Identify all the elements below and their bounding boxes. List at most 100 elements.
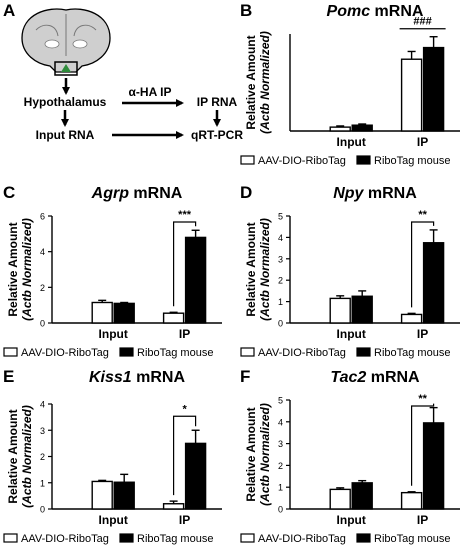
legend-swatch-filled [356, 347, 371, 357]
bar-ip-aav-dio-ribotag [162, 503, 185, 510]
gene-name: Kiss1 [89, 369, 132, 386]
panel-f: F Tac2 mRNA Relative Amount(Actb Normalize… [240, 367, 460, 545]
legend-swatch-filled [119, 347, 134, 357]
y-tick-label: 5 [278, 396, 283, 406]
y-tick-label: 0 [278, 319, 283, 329]
y-axis-label: Relative Amount(Actb Normalized) [244, 31, 272, 134]
legend-swatch-open [240, 347, 255, 357]
panel-e: E Kiss1 mRNA Relative Amount(Actb Normaliz… [3, 367, 222, 545]
x-tick-label: IP [179, 513, 190, 527]
title-suffix: mRNA [129, 185, 183, 202]
legend-label-filled: RiboTag mouse [137, 533, 213, 545]
legend-label-open: AAV-DIO-RiboTag [21, 533, 109, 545]
legend-swatch-open [3, 347, 18, 357]
significance-bracket [173, 221, 197, 307]
bar-ip-ribotag-mouse [422, 46, 445, 132]
x-tick-label: IP [417, 135, 428, 149]
title-suffix: mRNA [363, 185, 417, 202]
bar-ip-aav-dio-ribotag [400, 491, 423, 510]
bar-ip-aav-dio-ribotag [400, 313, 423, 324]
legend-swatch-filled [356, 533, 371, 543]
gene-name: Tac2 [330, 369, 366, 386]
legend-label-filled: RiboTag mouse [374, 347, 450, 359]
gene-name: Agrp [91, 185, 130, 202]
legend-label-open: AAV-DIO-RiboTag [258, 533, 346, 545]
x-tick-label: Input [99, 513, 128, 527]
ha-ip-label: α-HA IP [129, 85, 172, 99]
gene-name: Pomc [327, 3, 371, 20]
y-tick-label: 4 [40, 400, 45, 410]
bar-ip-aav-dio-ribotag [162, 312, 185, 324]
legend-label-open: AAV-DIO-RiboTag [21, 347, 109, 359]
legend-swatch-open [3, 533, 18, 543]
x-tick-label: Input [337, 135, 366, 149]
significance-bracket [411, 221, 435, 308]
legend-label-open: AAV-DIO-RiboTag [258, 155, 346, 167]
y-axis-label: Relative Amount(Actb Normalized) [6, 218, 34, 321]
bar-input-ribotag-mouse [351, 295, 373, 324]
y-tick-label: 1 [278, 297, 283, 307]
y-tick-label: 5 [278, 212, 283, 222]
y-axis-label: Relative Amount(Actb Normalized) [244, 218, 272, 321]
bar-ip-ribotag-mouse [184, 442, 207, 510]
gene-name: Npy [333, 185, 364, 202]
y-tick-label: 2 [40, 452, 45, 462]
y-tick-label: 1 [278, 483, 283, 493]
legend-label-filled: RiboTag mouse [374, 533, 450, 545]
panel-c: C Agrp mRNA Relative Amount(Actb Normalize… [3, 183, 222, 359]
y-tick-label: 0 [40, 505, 45, 515]
y-axis-label-line2: (Actb Normalized) [258, 218, 272, 321]
bar-input-aav-dio-ribotag [329, 488, 351, 510]
y-axis-label: Relative Amount(Actb Normalized) [244, 403, 272, 506]
input-rna-node: Input RNA [36, 128, 95, 142]
bar-input-ribotag-mouse [113, 302, 135, 324]
panel-letter: D [240, 183, 252, 202]
brain-section-illustration [21, 8, 111, 76]
x-tick-label: Input [337, 513, 366, 527]
bar-input-aav-dio-ribotag [329, 297, 351, 324]
significance-bracket [173, 415, 197, 496]
chart-title: Kiss1 mRNA [89, 369, 185, 386]
y-tick-label: 0 [40, 319, 45, 329]
y-tick-label: 0 [278, 505, 283, 515]
significance-bracket [411, 403, 435, 486]
y-tick-label: 4 [278, 233, 283, 243]
bar-ip-ribotag-mouse [422, 422, 445, 510]
y-axis-label-line1: Relative Amount [244, 222, 258, 316]
bar-input-ribotag-mouse [351, 124, 373, 132]
x-tick-label: Input [99, 327, 128, 341]
y-axis-label-line1: Relative Amount [6, 409, 20, 503]
x-tick-label: IP [417, 327, 428, 341]
bar-ip-ribotag-mouse [184, 236, 207, 324]
y-axis-label-line1: Relative Amount [244, 35, 258, 129]
significance-marker: *** [178, 209, 192, 221]
significance-marker: ### [413, 16, 431, 28]
legend-swatch-open [240, 155, 255, 165]
legend-swatch-filled [356, 155, 371, 165]
x-tick-label: IP [179, 327, 190, 341]
panel-letter: C [3, 183, 15, 202]
y-tick-label: 1 [40, 478, 45, 488]
bar-ip-ribotag-mouse [422, 242, 445, 324]
panel-b: B Pomc mRNA Relative Amount(Actb Normalize… [240, 1, 460, 167]
panel-d: D Npy mRNA Relative Amount(Actb Normalized… [240, 183, 460, 359]
title-suffix: mRNA [370, 3, 424, 20]
y-tick-label: 3 [40, 426, 45, 436]
chart-title: Agrp mRNA [91, 185, 183, 202]
chart-title: Pomc mRNA [327, 3, 424, 20]
bar-input-aav-dio-ribotag [91, 480, 113, 510]
x-tick-label: Input [337, 327, 366, 341]
chart-title: Tac2 mRNA [330, 369, 420, 386]
bar-ip-aav-dio-ribotag [400, 58, 423, 132]
bar-input-ribotag-mouse [113, 481, 135, 510]
legend-label-open: AAV-DIO-RiboTag [258, 347, 346, 359]
panel-a: A Hypothalamus Input RNA α-HA IP IP RNA … [3, 1, 243, 142]
y-axis-label-line2: (Actb Normalized) [258, 403, 272, 506]
significance-marker: ** [418, 393, 427, 405]
bar-input-aav-dio-ribotag [91, 301, 113, 324]
significance-marker: * [182, 403, 187, 415]
y-tick-label: 3 [278, 254, 283, 264]
y-axis-label-line2: (Actb Normalized) [20, 405, 34, 508]
